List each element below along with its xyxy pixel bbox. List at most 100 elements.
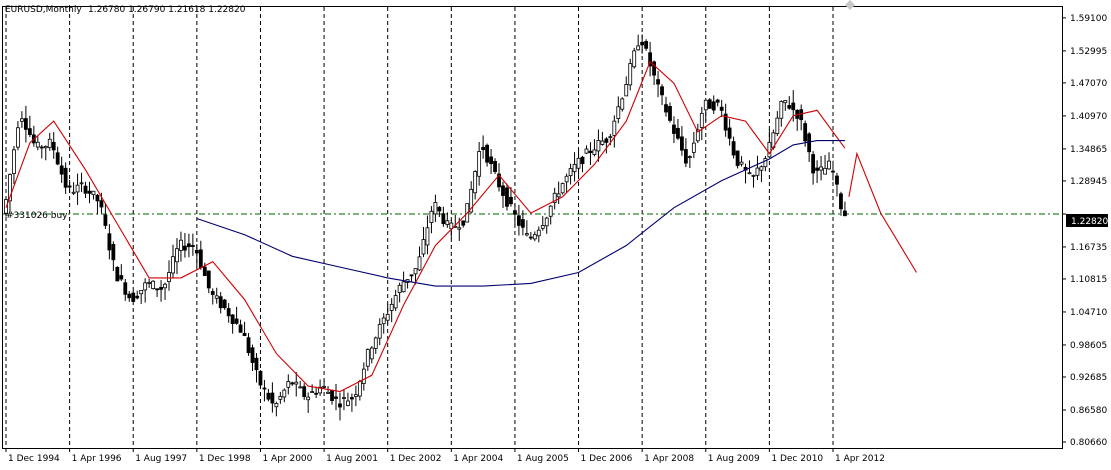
candle-body [493,160,497,173]
x-tick-label: 1 Dec 2006 [581,454,633,464]
x-tick-label: 1 Apr 2004 [453,454,503,464]
candle-body [266,392,271,400]
x-tick-label: 1 Dec 2010 [771,454,823,464]
ma-slow-line [196,140,845,287]
candle-body [79,182,84,185]
candle-body [592,149,597,155]
candle-body [783,100,788,104]
candle-body [520,219,525,228]
x-tick-label: 1 Apr 2012 [835,454,885,464]
candle-body [179,239,183,251]
candle-body [190,245,195,247]
candle-body [835,175,839,185]
candle-body [286,381,291,388]
candle-body [564,175,569,183]
candle-body [528,236,533,239]
x-tick-label: 1 Aug 2009 [708,454,760,464]
x-tick-label: 1 Dec 1998 [199,454,251,464]
candle-body [648,52,653,67]
x-tick-label: 1 Apr 2008 [644,454,694,464]
candle-body [338,403,342,408]
candle-body [827,160,831,170]
candle-body [27,128,32,135]
candle-body [202,266,207,277]
candle-body [139,289,144,295]
candle-body [711,101,716,111]
candle-body [389,303,394,311]
candle-body [568,168,573,177]
x-tick-label: 1 Aug 2001 [326,454,378,464]
plot-border [2,6,1063,449]
candle-body [620,98,625,110]
candle-body [294,381,299,385]
candle-body [811,154,816,174]
projection-line [848,151,917,273]
candle-body [198,249,203,268]
candle-body [147,282,152,284]
candle-body [417,256,422,271]
candle-body [433,202,438,215]
candle-body [12,149,16,174]
y-tick-label: 1.28945 [1070,177,1107,187]
candle-body [767,142,772,158]
candle-body [214,295,219,299]
candle-body [346,400,350,406]
candle-body [715,99,720,103]
candle-body [175,248,179,263]
candle-body [226,308,231,317]
chart-shift-marker[interactable] [845,0,855,10]
candle-body [353,394,358,397]
candle-body [103,214,108,226]
candle-body [839,193,843,210]
candle-body [290,382,295,385]
candles [4,34,847,421]
candle-body [445,220,450,225]
candle-body [250,347,255,363]
ma-fast-line [5,60,846,393]
candle-body [624,84,629,97]
x-tick-label: 1 Dec 1994 [8,454,60,464]
candle-body [723,113,728,131]
candle-body [791,102,796,111]
candle-body [699,112,704,128]
y-tick-label: 1.40970 [1070,112,1107,122]
candle-body [318,386,323,394]
candle-body [135,295,140,299]
candle-body [572,163,577,173]
candle-body [401,281,406,293]
candle-body [831,170,835,173]
candle-body [509,196,513,205]
candle-body [409,274,414,277]
candle-body [71,191,76,194]
candle-body [159,286,163,290]
candle-body [127,293,132,299]
candle-body [604,138,609,143]
candle-body [687,156,692,158]
candle-body [501,185,505,196]
candle-body [99,200,104,208]
candle-body [612,120,617,136]
candle-body [55,152,60,165]
candle-body [75,184,80,193]
candle-body [171,256,175,274]
candle-body [302,386,307,397]
candle-body [373,337,378,349]
candle-body [306,396,311,401]
y-tick-label: 1.04710 [1070,308,1107,318]
candle-body [385,314,390,321]
candle-body [270,392,275,404]
candle-body [477,151,482,177]
candle-body [314,392,319,395]
candle-body [322,385,326,388]
candle-body [377,324,382,339]
candle-body [397,284,402,293]
y-tick-label: 1.47070 [1070,79,1107,89]
grid-lines [5,7,834,448]
candle-body [16,127,20,148]
candle-body [246,337,251,354]
current-price-badge [1066,214,1108,227]
candle-body [369,347,374,360]
candle-body [823,167,827,175]
y-tick-label: 0.98605 [1070,341,1107,351]
